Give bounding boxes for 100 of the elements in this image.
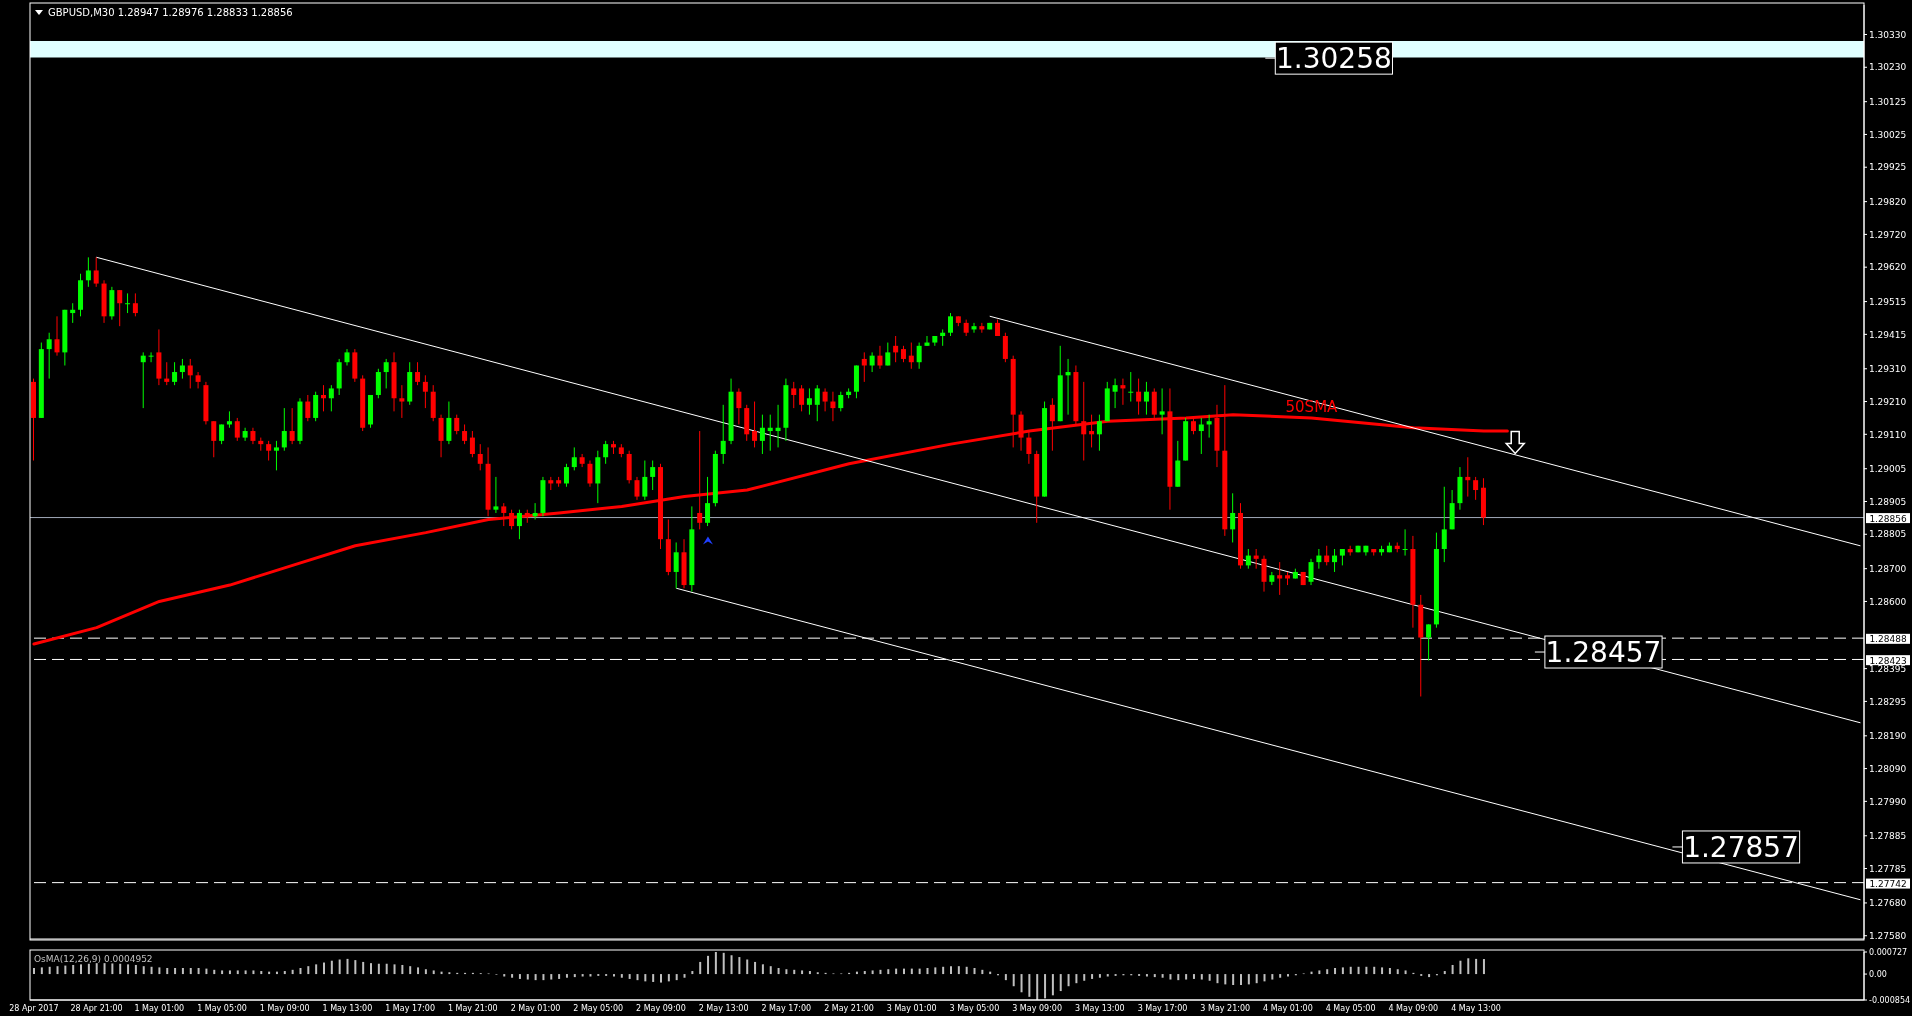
bar bbox=[636, 974, 639, 981]
bar bbox=[589, 974, 592, 977]
bar bbox=[432, 970, 435, 975]
bar bbox=[863, 971, 866, 975]
y-tick-label: 1.28090 bbox=[1869, 763, 1907, 774]
bar bbox=[72, 964, 75, 975]
bar bbox=[675, 974, 678, 981]
y-tick-label: 0.000727 bbox=[1869, 947, 1908, 957]
candlestick bbox=[791, 381, 797, 409]
bar bbox=[503, 974, 506, 977]
candlestick bbox=[1143, 381, 1149, 416]
bar bbox=[1153, 974, 1156, 978]
candlestick bbox=[767, 414, 773, 452]
y-tick-label: 1.29620 bbox=[1869, 262, 1907, 273]
x-tick-label: 3 May 13:00 bbox=[1074, 1004, 1125, 1013]
x-tick-label: 4 May 05:00 bbox=[1325, 1004, 1376, 1013]
y-tick-label: 1.28700 bbox=[1869, 563, 1907, 574]
candlestick bbox=[469, 430, 475, 458]
candlestick bbox=[195, 371, 201, 389]
bar bbox=[1404, 970, 1407, 975]
bar bbox=[667, 974, 670, 982]
bar bbox=[252, 970, 255, 975]
candlestick bbox=[650, 460, 656, 491]
candlestick bbox=[383, 358, 389, 389]
candlestick bbox=[1277, 561, 1283, 596]
bar bbox=[918, 968, 921, 975]
candlestick bbox=[399, 384, 405, 419]
x-tick-label: 3 May 05:00 bbox=[949, 1004, 1000, 1013]
bar bbox=[417, 967, 420, 975]
bar bbox=[1467, 958, 1470, 975]
bar bbox=[887, 969, 890, 975]
bar bbox=[1428, 974, 1431, 978]
candlestick bbox=[93, 256, 99, 288]
bar bbox=[362, 961, 365, 975]
x-tick-label: 28 Apr 2017 bbox=[9, 1004, 59, 1013]
bar bbox=[1145, 974, 1148, 977]
candlestick bbox=[1441, 486, 1447, 563]
bar bbox=[699, 961, 702, 975]
candlestick bbox=[375, 368, 381, 399]
candlestick bbox=[571, 446, 577, 471]
y-tick-label: 1.28905 bbox=[1869, 496, 1907, 507]
bar bbox=[1388, 968, 1391, 975]
candlestick bbox=[869, 351, 875, 373]
candlestick bbox=[705, 476, 711, 527]
candlestick bbox=[1120, 378, 1126, 406]
x-tick-label: 3 May 01:00 bbox=[886, 1004, 937, 1013]
bar bbox=[801, 970, 804, 975]
bar bbox=[1192, 974, 1195, 979]
bar bbox=[64, 965, 67, 975]
x-tick-label: 2 May 13:00 bbox=[698, 1004, 749, 1013]
bar bbox=[628, 974, 631, 979]
bar bbox=[307, 966, 310, 975]
y-tick-label: 1.27990 bbox=[1869, 796, 1907, 807]
y-tick-label: 1.27785 bbox=[1869, 863, 1907, 874]
bar bbox=[785, 969, 788, 975]
candlestick bbox=[305, 394, 311, 422]
bar bbox=[1357, 966, 1360, 975]
y-tick-label: 1.27680 bbox=[1869, 898, 1907, 909]
bar bbox=[1318, 970, 1321, 975]
candlestick bbox=[908, 342, 914, 370]
y-tick-label: -0.000854 bbox=[1869, 995, 1911, 1005]
candlestick bbox=[1253, 548, 1259, 570]
bar bbox=[565, 974, 568, 978]
candlestick bbox=[1128, 371, 1134, 403]
bar bbox=[205, 968, 208, 975]
candlestick bbox=[501, 502, 507, 527]
bar bbox=[385, 963, 388, 975]
ref-line-label: 1.28856 bbox=[1869, 513, 1907, 524]
bar bbox=[1271, 974, 1274, 980]
bar bbox=[315, 964, 318, 975]
x-tick-label: 3 May 09:00 bbox=[1012, 1004, 1063, 1013]
bar bbox=[1044, 974, 1047, 999]
bar bbox=[1247, 974, 1250, 985]
candlestick bbox=[642, 460, 648, 501]
candlestick bbox=[477, 443, 483, 471]
candlestick bbox=[1402, 528, 1408, 557]
candlestick bbox=[454, 414, 460, 435]
candlestick bbox=[971, 322, 977, 334]
bar bbox=[542, 974, 545, 981]
bar bbox=[150, 966, 153, 975]
candlestick bbox=[1245, 548, 1251, 570]
bar bbox=[142, 966, 145, 975]
candlestick bbox=[1136, 378, 1142, 416]
annotation: 1.27857 bbox=[1683, 830, 1799, 864]
y-tick-label: 0.00 bbox=[1869, 969, 1887, 979]
bar bbox=[895, 968, 898, 975]
y-tick-label: 1.27580 bbox=[1869, 930, 1907, 941]
bar bbox=[660, 974, 663, 983]
y-tick-label: 1.28600 bbox=[1869, 596, 1907, 607]
bar bbox=[910, 968, 913, 975]
y-tick-label: 1.28395 bbox=[1869, 663, 1907, 674]
bar bbox=[1106, 974, 1109, 977]
x-tick-label: 2 May 17:00 bbox=[761, 1004, 812, 1013]
candlestick bbox=[1065, 358, 1071, 416]
bar bbox=[370, 963, 373, 975]
candlestick bbox=[1324, 545, 1330, 566]
bar bbox=[652, 974, 655, 982]
bar bbox=[691, 971, 694, 975]
bar bbox=[1475, 958, 1478, 975]
bar bbox=[197, 968, 200, 975]
